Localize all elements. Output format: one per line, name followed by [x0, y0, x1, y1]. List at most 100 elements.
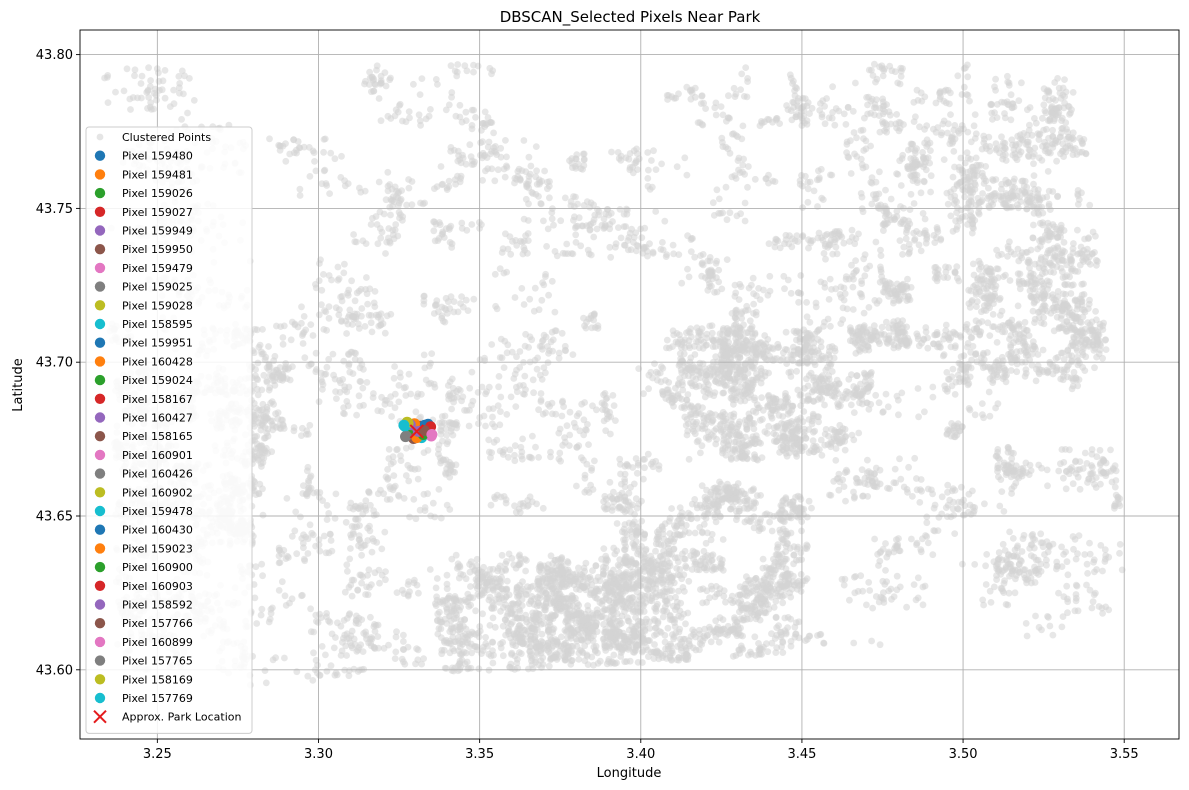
clustered-point — [852, 573, 859, 580]
clustered-point — [641, 456, 648, 463]
clustered-point — [973, 298, 981, 305]
clustered-point — [872, 238, 880, 246]
clustered-point — [593, 225, 601, 233]
clustered-point — [405, 108, 413, 115]
clustered-point — [776, 120, 783, 127]
clustered-point — [846, 596, 853, 604]
clustered-point — [900, 121, 907, 128]
clustered-point — [303, 490, 310, 498]
clustered-point — [462, 649, 470, 657]
clustered-point — [391, 404, 399, 412]
clustered-point — [358, 551, 365, 559]
clustered-point — [849, 306, 857, 313]
clustered-point — [374, 490, 382, 498]
clustered-point — [1041, 260, 1049, 268]
clustered-point — [963, 91, 971, 98]
clustered-point — [1063, 582, 1071, 590]
clustered-point — [573, 482, 580, 490]
clustered-point — [431, 185, 438, 193]
clustered-point — [1016, 568, 1024, 576]
clustered-point — [724, 114, 732, 122]
clustered-point — [353, 289, 361, 297]
clustered-point — [572, 163, 579, 170]
clustered-point — [929, 393, 937, 401]
clustered-point — [766, 272, 774, 280]
clustered-point — [580, 314, 587, 322]
clustered-point — [1049, 294, 1056, 302]
clustered-point — [395, 208, 403, 216]
clustered-point — [145, 64, 153, 72]
clustered-point — [408, 201, 416, 209]
clustered-point — [424, 490, 431, 498]
clustered-point — [874, 550, 881, 558]
clustered-point — [921, 408, 928, 416]
clustered-point — [1046, 543, 1053, 551]
clustered-point — [685, 273, 693, 281]
clustered-point — [1099, 468, 1107, 476]
clustered-point — [797, 272, 805, 279]
clustered-point — [310, 489, 318, 497]
clustered-point — [364, 300, 371, 308]
clustered-point — [391, 655, 399, 662]
clustered-point — [120, 87, 128, 95]
clustered-point — [421, 507, 429, 514]
clustered-point — [650, 147, 657, 155]
clustered-point — [877, 246, 884, 254]
clustered-point — [543, 243, 550, 250]
clustered-point — [572, 231, 580, 239]
clustered-point — [1044, 168, 1052, 175]
clustered-point — [1006, 238, 1013, 246]
clustered-point — [857, 572, 865, 580]
clustered-point — [424, 446, 432, 454]
clustered-point — [623, 206, 631, 214]
clustered-point — [327, 149, 335, 157]
clustered-point — [279, 142, 287, 150]
clustered-point — [343, 561, 351, 569]
clustered-point — [362, 628, 369, 636]
clustered-point — [917, 89, 925, 97]
clustered-point — [161, 67, 169, 74]
clustered-point — [741, 199, 749, 207]
clustered-point — [293, 146, 300, 154]
clustered-point — [555, 455, 563, 463]
clustered-point — [517, 500, 524, 508]
clustered-point — [646, 186, 654, 193]
clustered-point — [661, 217, 669, 225]
clustered-point — [378, 79, 385, 87]
clustered-point — [1029, 270, 1037, 278]
clustered-point — [1050, 269, 1058, 276]
clustered-point — [542, 409, 549, 417]
clustered-point — [914, 332, 922, 340]
clustered-point — [345, 672, 353, 680]
clustered-point — [445, 101, 453, 109]
clustered-point — [1017, 131, 1024, 139]
clustered-point — [1016, 285, 1024, 293]
clustered-point — [913, 228, 920, 235]
clustered-point — [929, 490, 936, 498]
clustered-point — [374, 633, 382, 640]
clustered-point — [847, 170, 855, 177]
clustered-point — [544, 185, 551, 193]
clustered-point — [659, 246, 667, 254]
clustered-point — [842, 497, 849, 505]
clustered-point — [698, 120, 706, 128]
clustered-point — [348, 277, 355, 285]
clustered-point — [895, 127, 903, 135]
clustered-point — [393, 589, 401, 596]
clustered-point — [1069, 89, 1077, 96]
clustered-point — [1039, 270, 1046, 278]
clustered-point — [501, 173, 509, 181]
clustered-point — [580, 202, 588, 209]
clustered-point — [835, 486, 843, 494]
clustered-point — [439, 317, 447, 325]
clustered-point — [1107, 446, 1114, 454]
clustered-point — [993, 565, 1001, 573]
clustered-point — [915, 413, 922, 421]
clustered-point — [1096, 346, 1104, 354]
clustered-point — [392, 221, 400, 228]
clustered-point — [689, 626, 696, 634]
clustered-point — [1029, 153, 1037, 160]
clustered-point — [738, 310, 745, 317]
clustered-point — [408, 178, 416, 185]
clustered-point — [475, 665, 483, 673]
